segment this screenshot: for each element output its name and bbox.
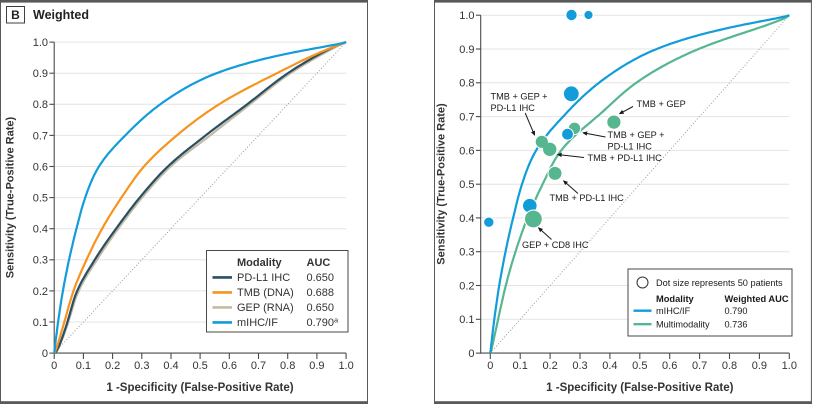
svg-text:0.7: 0.7 (459, 112, 474, 124)
svg-text:0.5: 0.5 (33, 193, 48, 205)
svg-text:Weighted AUC: Weighted AUC (725, 294, 789, 304)
svg-text:TMB + GEP +: TMB + GEP + (491, 92, 548, 102)
svg-text:0.4: 0.4 (602, 360, 617, 372)
svg-text:1 -Specificity (False-Positive: 1 -Specificity (False-Positive Rate) (106, 382, 293, 394)
svg-text:Multimodality: Multimodality (656, 320, 710, 330)
svg-text:1 -Specificity (False-Positive: 1 -Specificity (False-Positive Rate) (546, 382, 733, 394)
svg-text:0.4: 0.4 (459, 213, 474, 225)
svg-text:0.6: 0.6 (459, 145, 474, 157)
svg-text:1.0: 1.0 (338, 360, 353, 372)
svg-text:AUC: AUC (307, 257, 331, 269)
svg-text:0: 0 (51, 360, 57, 372)
svg-text:GEP + CD8 IHC: GEP + CD8 IHC (522, 240, 589, 250)
svg-text:1.0: 1.0 (33, 37, 48, 49)
svg-text:TMB + PD-L1 IHC: TMB + PD-L1 IHC (550, 193, 625, 203)
svg-text:mIHC/IF: mIHC/IF (237, 317, 278, 329)
svg-text:PD-L1 IHC: PD-L1 IHC (491, 103, 536, 113)
svg-text:0.1: 0.1 (459, 314, 474, 326)
svg-text:Sensitivity (True-Positive Rat: Sensitivity (True-Positive Rate) (436, 103, 448, 265)
svg-text:0.8: 0.8 (459, 78, 474, 90)
svg-text:0.1: 0.1 (33, 317, 48, 329)
svg-text:0.6: 0.6 (222, 360, 237, 372)
svg-text:Modality: Modality (656, 294, 695, 304)
svg-text:0: 0 (487, 360, 493, 372)
svg-text:0: 0 (468, 348, 474, 360)
svg-text:0.7: 0.7 (33, 130, 48, 142)
svg-text:0.688: 0.688 (307, 287, 335, 299)
svg-text:0.790: 0.790 (725, 306, 748, 316)
svg-text:1.0: 1.0 (459, 10, 474, 22)
svg-text:0.2: 0.2 (459, 280, 474, 292)
svg-text:mIHC/IF: mIHC/IF (656, 306, 691, 316)
svg-text:0.2: 0.2 (542, 360, 557, 372)
svg-text:0.7: 0.7 (692, 360, 707, 372)
svg-text:B: B (11, 8, 20, 22)
svg-text:0: 0 (42, 348, 48, 360)
svg-text:0.650: 0.650 (307, 302, 335, 314)
svg-text:0.8: 0.8 (33, 99, 48, 111)
svg-text:TMB + GEP: TMB + GEP (637, 99, 686, 109)
svg-text:0.8: 0.8 (280, 360, 295, 372)
svg-text:0.9: 0.9 (309, 360, 324, 372)
svg-text:0.3: 0.3 (33, 255, 48, 267)
svg-text:TMB + PD-L1 IHC: TMB + PD-L1 IHC (588, 153, 663, 163)
svg-text:Sensitivity (True-Positive Rat: Sensitivity (True-Positive Rate) (5, 116, 17, 278)
svg-text:0.5: 0.5 (192, 360, 207, 372)
svg-text:0.790a: 0.790a (307, 316, 340, 330)
svg-text:0.736: 0.736 (725, 320, 748, 330)
svg-text:Modality: Modality (237, 257, 282, 269)
svg-text:PD-L1 IHC: PD-L1 IHC (608, 141, 653, 151)
svg-text:0.4: 0.4 (163, 360, 178, 372)
svg-text:1.0: 1.0 (782, 360, 797, 372)
svg-text:0.5: 0.5 (632, 360, 647, 372)
svg-text:0.6: 0.6 (662, 360, 677, 372)
svg-text:0.3: 0.3 (134, 360, 149, 372)
svg-text:Weighted: Weighted (33, 8, 89, 22)
svg-text:TMB + GEP +: TMB + GEP + (608, 130, 665, 140)
svg-text:0.9: 0.9 (33, 68, 48, 80)
svg-text:0.9: 0.9 (752, 360, 767, 372)
svg-text:TMB (DNA): TMB (DNA) (237, 287, 294, 299)
svg-text:GEP (RNA): GEP (RNA) (237, 302, 294, 314)
svg-text:0.8: 0.8 (722, 360, 737, 372)
svg-text:0.5: 0.5 (459, 179, 474, 191)
svg-text:0.3: 0.3 (459, 247, 474, 259)
svg-text:0.1: 0.1 (513, 360, 528, 372)
svg-text:0.9: 0.9 (459, 44, 474, 56)
svg-text:0.1: 0.1 (76, 360, 91, 372)
svg-text:0.4: 0.4 (33, 224, 48, 236)
svg-text:0.2: 0.2 (105, 360, 120, 372)
svg-text:0.7: 0.7 (251, 360, 266, 372)
svg-text:0.2: 0.2 (33, 286, 48, 298)
svg-text:PD-L1 IHC: PD-L1 IHC (237, 272, 290, 284)
svg-text:0.3: 0.3 (572, 360, 587, 372)
svg-text:0.6: 0.6 (33, 161, 48, 173)
svg-text:Dot size represents 50 patient: Dot size represents 50 patients (656, 278, 783, 288)
svg-text:0.650: 0.650 (307, 272, 335, 284)
